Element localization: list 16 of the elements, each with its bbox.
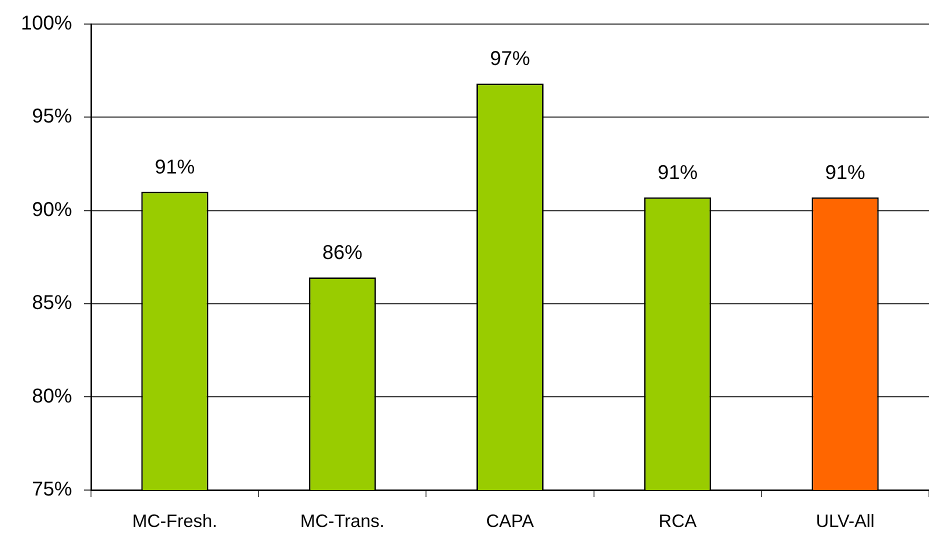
x-tick-label: RCA	[658, 510, 697, 531]
x-tick-label: ULV-All	[816, 510, 875, 531]
x-tick-label: CAPA	[486, 510, 534, 531]
y-tick-label: 95%	[32, 106, 72, 128]
x-tick-label: MC-Trans.	[300, 510, 385, 531]
y-tick-label: 90%	[32, 198, 72, 221]
y-tick-label: 75%	[32, 478, 72, 501]
y-tick-label: 100%	[20, 12, 72, 35]
y-tick-label: 80%	[32, 385, 72, 408]
x-tick-label: MC-Fresh.	[132, 510, 218, 531]
data-label: 86%	[322, 242, 363, 264]
data-label: 91%	[825, 162, 866, 184]
data-label: 97%	[490, 48, 530, 70]
data-label: 91%	[658, 162, 698, 184]
y-tick-label: 85%	[32, 292, 72, 314]
data-label: 91%	[154, 156, 196, 178]
